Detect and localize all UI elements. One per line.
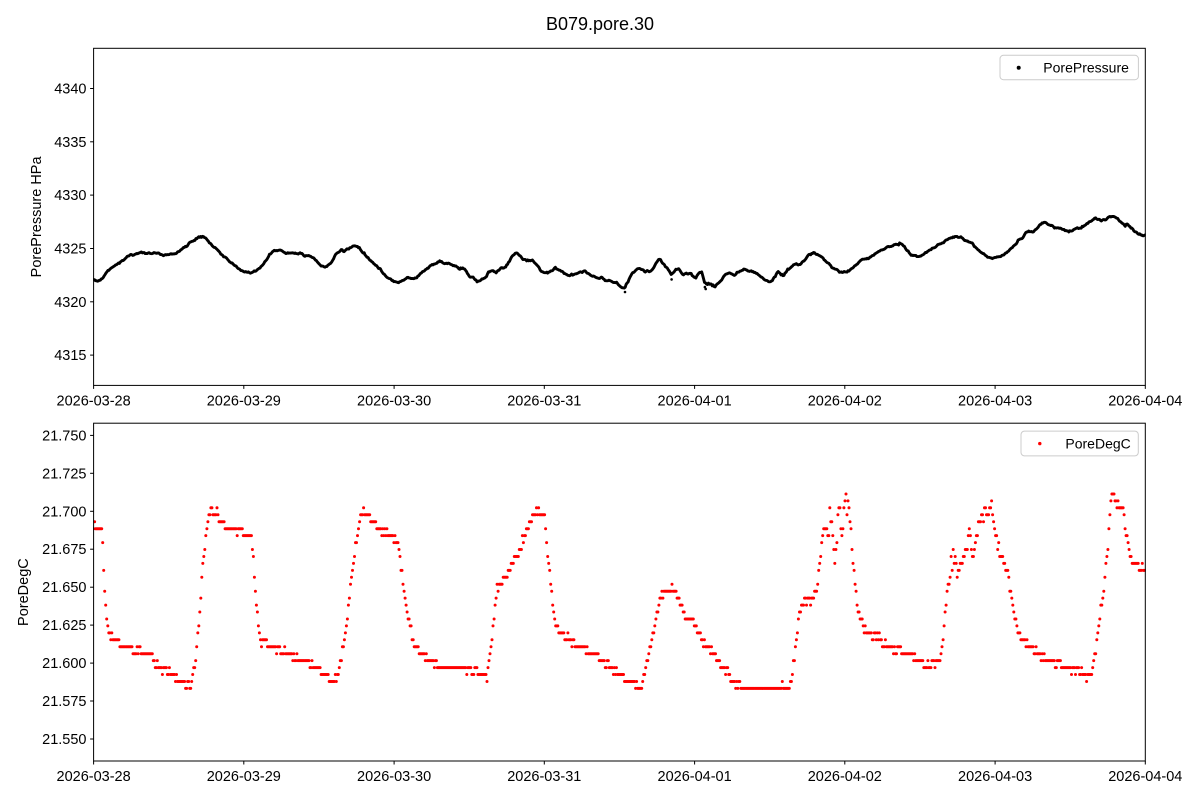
svg-text:4335: 4335	[54, 135, 86, 151]
svg-text:PorePressure: PorePressure	[1043, 59, 1129, 75]
svg-text:2026-03-30: 2026-03-30	[357, 393, 431, 409]
svg-text:2026-03-31: 2026-03-31	[507, 769, 581, 785]
svg-text:4315: 4315	[54, 348, 86, 364]
svg-text:PoreDegC: PoreDegC	[1065, 435, 1130, 451]
svg-text:2026-04-01: 2026-04-01	[658, 393, 732, 409]
svg-text:21.575: 21.575	[42, 694, 86, 710]
svg-text:2026-04-03: 2026-04-03	[958, 769, 1032, 785]
svg-text:2026-04-02: 2026-04-02	[808, 769, 882, 785]
svg-text:21.650: 21.650	[42, 580, 86, 596]
svg-text:2026-04-01: 2026-04-01	[658, 769, 732, 785]
svg-text:21.675: 21.675	[42, 542, 86, 558]
svg-text:21.725: 21.725	[42, 466, 86, 482]
svg-text:2026-03-31: 2026-03-31	[507, 393, 581, 409]
svg-text:2026-03-28: 2026-03-28	[57, 769, 131, 785]
svg-text:B079.pore.30: B079.pore.30	[546, 14, 654, 34]
svg-text:2026-04-03: 2026-04-03	[958, 393, 1032, 409]
svg-text:21.750: 21.750	[42, 428, 86, 444]
svg-text:2026-03-28: 2026-03-28	[57, 393, 131, 409]
svg-text:21.600: 21.600	[42, 656, 86, 672]
svg-text:21.700: 21.700	[42, 504, 86, 520]
svg-text:2026-04-02: 2026-04-02	[808, 393, 882, 409]
svg-text:4340: 4340	[54, 82, 86, 98]
svg-text:21.625: 21.625	[42, 618, 86, 634]
svg-text:PorePressure HPa: PorePressure HPa	[29, 156, 45, 278]
svg-text:4330: 4330	[54, 188, 86, 204]
svg-text:2026-03-29: 2026-03-29	[207, 769, 281, 785]
svg-text:PoreDegC: PoreDegC	[16, 558, 32, 626]
svg-text:21.550: 21.550	[42, 732, 86, 748]
svg-text:4325: 4325	[54, 242, 86, 258]
svg-text:2026-03-29: 2026-03-29	[207, 393, 281, 409]
svg-text:2026-04-04: 2026-04-04	[1108, 393, 1182, 409]
svg-text:2026-03-30: 2026-03-30	[357, 769, 431, 785]
svg-text:2026-04-04: 2026-04-04	[1108, 769, 1182, 785]
svg-text:4320: 4320	[54, 295, 86, 311]
